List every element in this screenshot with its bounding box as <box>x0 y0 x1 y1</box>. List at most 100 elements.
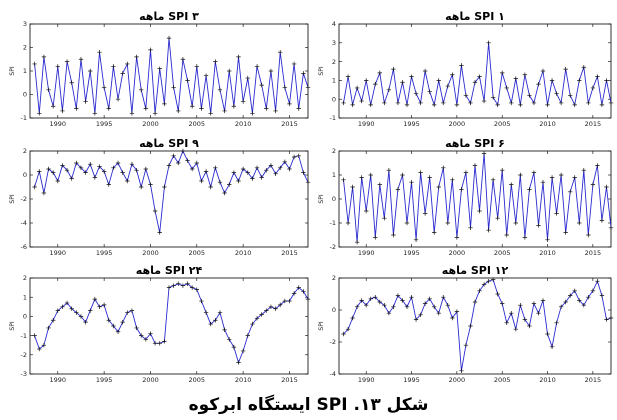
data-point <box>157 230 162 235</box>
data-point <box>386 168 392 173</box>
data-point <box>554 91 559 96</box>
y-tick-label: 0 <box>332 306 336 314</box>
spi-panel-6: SPI ۲۴ ماهه -3 -2 -1 0 1 2 1990 1995 2000 2005 2010… <box>9 264 311 384</box>
data-point <box>305 85 311 90</box>
data-point <box>463 93 469 98</box>
data-point <box>88 162 93 167</box>
plot-frame <box>29 277 309 375</box>
data-point <box>477 74 482 79</box>
data-point <box>83 170 88 175</box>
data-point <box>509 100 514 106</box>
data-point <box>50 170 56 175</box>
spi-series-line <box>343 279 612 371</box>
data-point <box>572 175 577 180</box>
data-point <box>148 331 153 336</box>
data-point <box>527 93 532 98</box>
data-point <box>185 78 190 83</box>
y-tick-label: -4 <box>21 219 27 227</box>
data-point <box>450 177 455 182</box>
data-point <box>468 100 473 106</box>
data-point <box>604 184 609 190</box>
data-point <box>540 298 546 303</box>
data-point <box>345 220 351 226</box>
data-point <box>595 74 600 79</box>
data-point <box>208 321 213 327</box>
data-point <box>486 228 491 233</box>
spi-panel-2: SPI ۳ ماهه -1 0 1 2 3 1990 1995 2000 2005 2010 2015… <box>9 10 311 128</box>
data-point <box>513 327 518 332</box>
data-point <box>185 158 190 163</box>
plot-title: SPI ۱۲ ماهه <box>442 264 509 277</box>
data-point <box>157 341 162 346</box>
data-point <box>522 235 528 240</box>
data-point <box>301 170 306 175</box>
data-point <box>450 72 455 77</box>
data-point <box>436 311 441 316</box>
data-point <box>240 166 246 172</box>
data-point <box>46 325 51 331</box>
y-tick-label: 3 <box>332 39 336 47</box>
data-point <box>364 78 369 83</box>
data-point <box>577 298 582 303</box>
data-point <box>55 308 60 313</box>
data-point <box>531 100 537 106</box>
data-point <box>345 327 351 332</box>
data-point <box>558 172 564 178</box>
data-point <box>115 97 121 102</box>
y-tick-label: 2 <box>332 147 336 155</box>
data-point <box>305 296 311 302</box>
data-point <box>129 162 135 167</box>
data-point <box>171 283 176 288</box>
data-point <box>291 61 297 67</box>
spi-series-line <box>343 153 612 243</box>
data-point <box>250 321 255 327</box>
y-axis-label: SPI <box>9 66 16 75</box>
data-point <box>69 80 74 85</box>
data-point <box>208 111 213 116</box>
data-point <box>120 170 125 175</box>
data-point <box>264 106 269 111</box>
x-tick-label: 1990 <box>50 249 67 257</box>
data-point <box>37 169 42 174</box>
data-point <box>468 225 473 230</box>
data-point <box>341 331 346 337</box>
y-tick-label: 3 <box>23 20 27 28</box>
data-point <box>472 80 478 85</box>
data-point <box>490 277 496 282</box>
data-point <box>32 61 37 67</box>
data-point <box>404 102 410 108</box>
data-point <box>400 298 405 303</box>
x-tick-label: 2005 <box>494 376 511 384</box>
x-tick-label: 2005 <box>189 376 206 384</box>
data-point <box>41 343 47 348</box>
x-tick-label: 2010 <box>539 249 556 257</box>
y-tick-label: 2 <box>332 274 336 282</box>
data-point <box>391 232 396 238</box>
data-point <box>459 368 464 373</box>
data-point <box>545 102 550 108</box>
data-point <box>540 68 546 74</box>
x-tick-label: 2010 <box>235 376 252 384</box>
data-point <box>454 309 460 314</box>
data-point <box>74 310 79 315</box>
data-point <box>217 310 223 315</box>
data-point <box>590 182 596 187</box>
data-point <box>509 311 514 316</box>
data-point <box>490 177 496 182</box>
data-point <box>37 346 42 352</box>
data-point <box>111 165 116 170</box>
x-tick-label: 1995 <box>403 249 420 257</box>
data-point <box>125 61 130 67</box>
x-tick-label: 2000 <box>449 376 466 384</box>
data-point <box>481 98 487 104</box>
data-point <box>454 235 460 240</box>
data-point <box>143 106 149 111</box>
data-point <box>125 310 130 315</box>
data-point <box>152 111 158 116</box>
y-axis-label: SPI <box>318 66 325 75</box>
data-point <box>101 302 107 308</box>
data-point <box>240 348 246 354</box>
y-tick-label: 1 <box>23 67 27 75</box>
data-point <box>568 93 573 98</box>
data-point <box>222 190 227 196</box>
